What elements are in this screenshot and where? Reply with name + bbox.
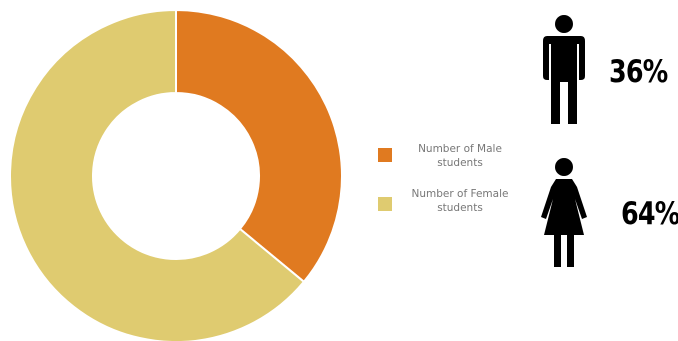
male-person-icon (543, 15, 585, 124)
legend-label-female: Number of Female students (411, 188, 509, 214)
female-percentage: 64% (621, 196, 678, 232)
female-person-icon (541, 158, 587, 267)
legend-swatch-male (378, 148, 392, 162)
legend-swatch-female (378, 197, 392, 211)
legend-label-male: Number of Male students (418, 143, 502, 169)
donut-slice-male (175, 8, 343, 284)
donut-slice-female (9, 8, 306, 341)
male-percentage: 36% (609, 54, 668, 90)
donut-chart (9, 8, 343, 341)
